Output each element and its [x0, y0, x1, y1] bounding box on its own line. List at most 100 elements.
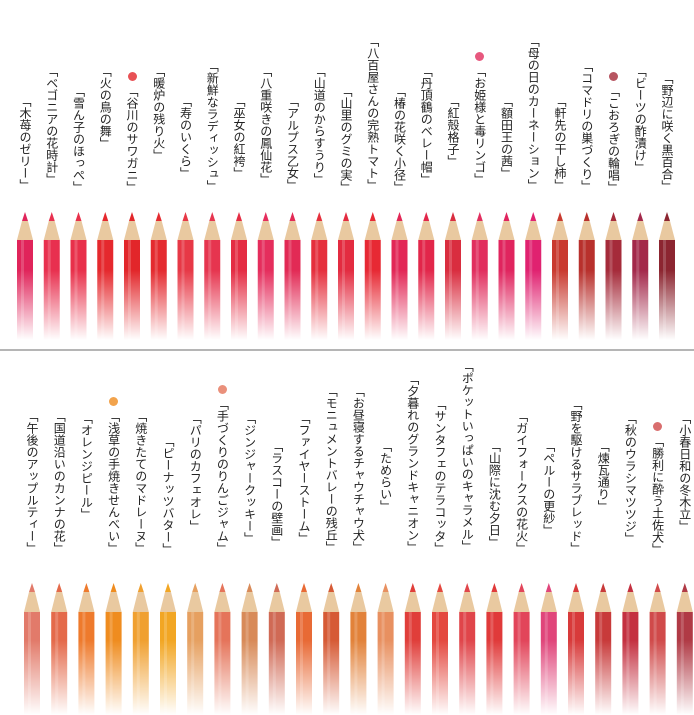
pencil-label: 「ファイヤーストーム」: [297, 412, 311, 544]
pencil-lead: [192, 583, 199, 592]
pencil-lead: [262, 212, 269, 221]
pencil-lead: [369, 212, 376, 221]
pencil-label: 「ペルーの更紗」: [541, 440, 556, 536]
pencil-label: 「火の鳥の舞」: [98, 65, 113, 149]
pencil-label: 「小春日和の冬木立」: [677, 412, 692, 532]
pencil-label: 「木苺のゼリー」: [18, 95, 32, 191]
pencil-lead: [681, 583, 688, 592]
pencil-label: 「野辺に咲く黒百合」: [660, 72, 674, 192]
fade-overlay: [0, 270, 694, 340]
pencil-wood: [78, 592, 95, 612]
pencil-lead: [476, 212, 483, 221]
pencil-wood: [391, 221, 408, 240]
pencil-label: 「ビーツの酢漬け」: [633, 65, 648, 173]
pencil-lead: [246, 583, 253, 592]
pencil-lead: [56, 583, 63, 592]
pencil-label: 「野を駆けるサラブレッド」: [569, 397, 583, 554]
pencil-lead: [654, 583, 661, 592]
pencil-wood: [43, 221, 60, 240]
pencil-lead: [557, 212, 563, 221]
pencil-lead: [219, 583, 226, 592]
pencil-wood: [204, 221, 221, 240]
pencil-label: 「暖炉の残り火」: [151, 65, 166, 161]
pencil-wood: [498, 221, 515, 240]
pencil-lead: [627, 583, 634, 592]
pencil-lead: [464, 583, 471, 592]
pencil-wood: [17, 221, 33, 240]
pencil-lead: [518, 583, 525, 592]
pencil-lead: [83, 583, 90, 592]
pencil-lead: [610, 212, 617, 221]
marker-dot: [475, 52, 485, 61]
pencil-label: 「お姫様と毒リンゴ」: [472, 65, 487, 185]
pencil-lead: [22, 212, 28, 221]
pencil-label: 「額田王の茜」: [499, 95, 514, 179]
pencil-lead: [273, 583, 280, 592]
marker-dot: [127, 71, 137, 81]
pencil-label: 「秋のウラシマツツジ」: [623, 412, 638, 544]
pencil-wood: [404, 592, 421, 612]
pencil-wood: [676, 592, 693, 612]
pencil-label: 「手づくりのりんごジャム」: [215, 397, 230, 554]
pencil-lead: [137, 583, 144, 592]
pencil-wood: [513, 592, 530, 612]
pencil-wood: [150, 221, 167, 240]
pencil-label: 「八重咲きの鳳仙花」: [258, 65, 273, 185]
pencil-label: 「ベゴニアの花時計」: [44, 65, 59, 185]
pencil-lead: [129, 212, 135, 221]
pencil-wood: [257, 221, 274, 240]
pencil-lead: [301, 583, 307, 592]
pencil-wood: [311, 221, 328, 240]
pencil-lead: [637, 212, 644, 221]
pencil-wood: [622, 592, 639, 612]
pencil-wood: [160, 592, 176, 612]
pencil-lead: [530, 212, 537, 221]
pencil-label: 「夕暮れのグランドキャニオン」: [405, 372, 420, 553]
pencil-wood: [432, 592, 448, 612]
pencil-label: 「紅殻格子」: [446, 95, 460, 167]
pencil-lead: [437, 583, 443, 592]
pencil-wood: [595, 592, 612, 612]
pencil-wood: [632, 221, 649, 240]
pencil-wood: [525, 221, 542, 240]
fade-overlay: [0, 640, 694, 715]
pencil-lead: [409, 583, 416, 592]
pencil-label: 「八百屋さんの完熟トマト」: [365, 34, 380, 191]
pencil-label: 「ポケットいっぱいのキャラメル」: [460, 360, 475, 552]
pencil-lead: [545, 583, 552, 592]
pencil-lead: [491, 583, 498, 592]
pencil-wood: [323, 592, 340, 612]
pencil-lead: [29, 583, 35, 592]
pencil-wood: [214, 592, 231, 612]
pencil-lead: [289, 212, 296, 221]
pencil-label: 「オレンジピール」: [79, 412, 94, 520]
pencil-label: 「椿の花咲く小径」: [392, 84, 407, 193]
pencil-lead: [396, 212, 403, 221]
pencil-wood: [296, 592, 312, 612]
pencil-wood: [605, 221, 622, 240]
pencil-label: 「ラスコーの壁画」: [269, 440, 284, 548]
pencil-wood: [70, 221, 87, 240]
pencil-lead: [75, 212, 82, 221]
pencil-wood: [124, 221, 140, 240]
pencil-lead: [102, 212, 109, 221]
pencil-wood: [471, 221, 488, 240]
pencil-wood: [445, 221, 461, 240]
pencil-lead: [48, 212, 55, 221]
pencil-wood: [231, 221, 247, 240]
pencil-wood: [24, 592, 40, 612]
pencil-lead: [664, 212, 670, 221]
pencil-lead: [110, 583, 117, 592]
pencil-label: 「新鮮なラディッシュ」: [205, 59, 220, 192]
pencil-wood: [268, 592, 285, 612]
pencil-lead: [583, 212, 590, 221]
pencil-label: 「雪ん子のほっぺ」: [71, 84, 86, 193]
pencil-label: 「山里のグミの実」: [339, 84, 353, 193]
pencil-label: 「午後のアップルティー」: [25, 410, 39, 554]
pencil-wood: [187, 592, 204, 612]
pencil-label: 「山際に沈む夕日」: [487, 440, 502, 548]
pencil-label: 「お昼寝するチャウチャウ犬」: [351, 385, 366, 553]
pencil-label: 「母の日のカーネーション」: [526, 34, 541, 191]
pencil-lead: [165, 583, 171, 592]
